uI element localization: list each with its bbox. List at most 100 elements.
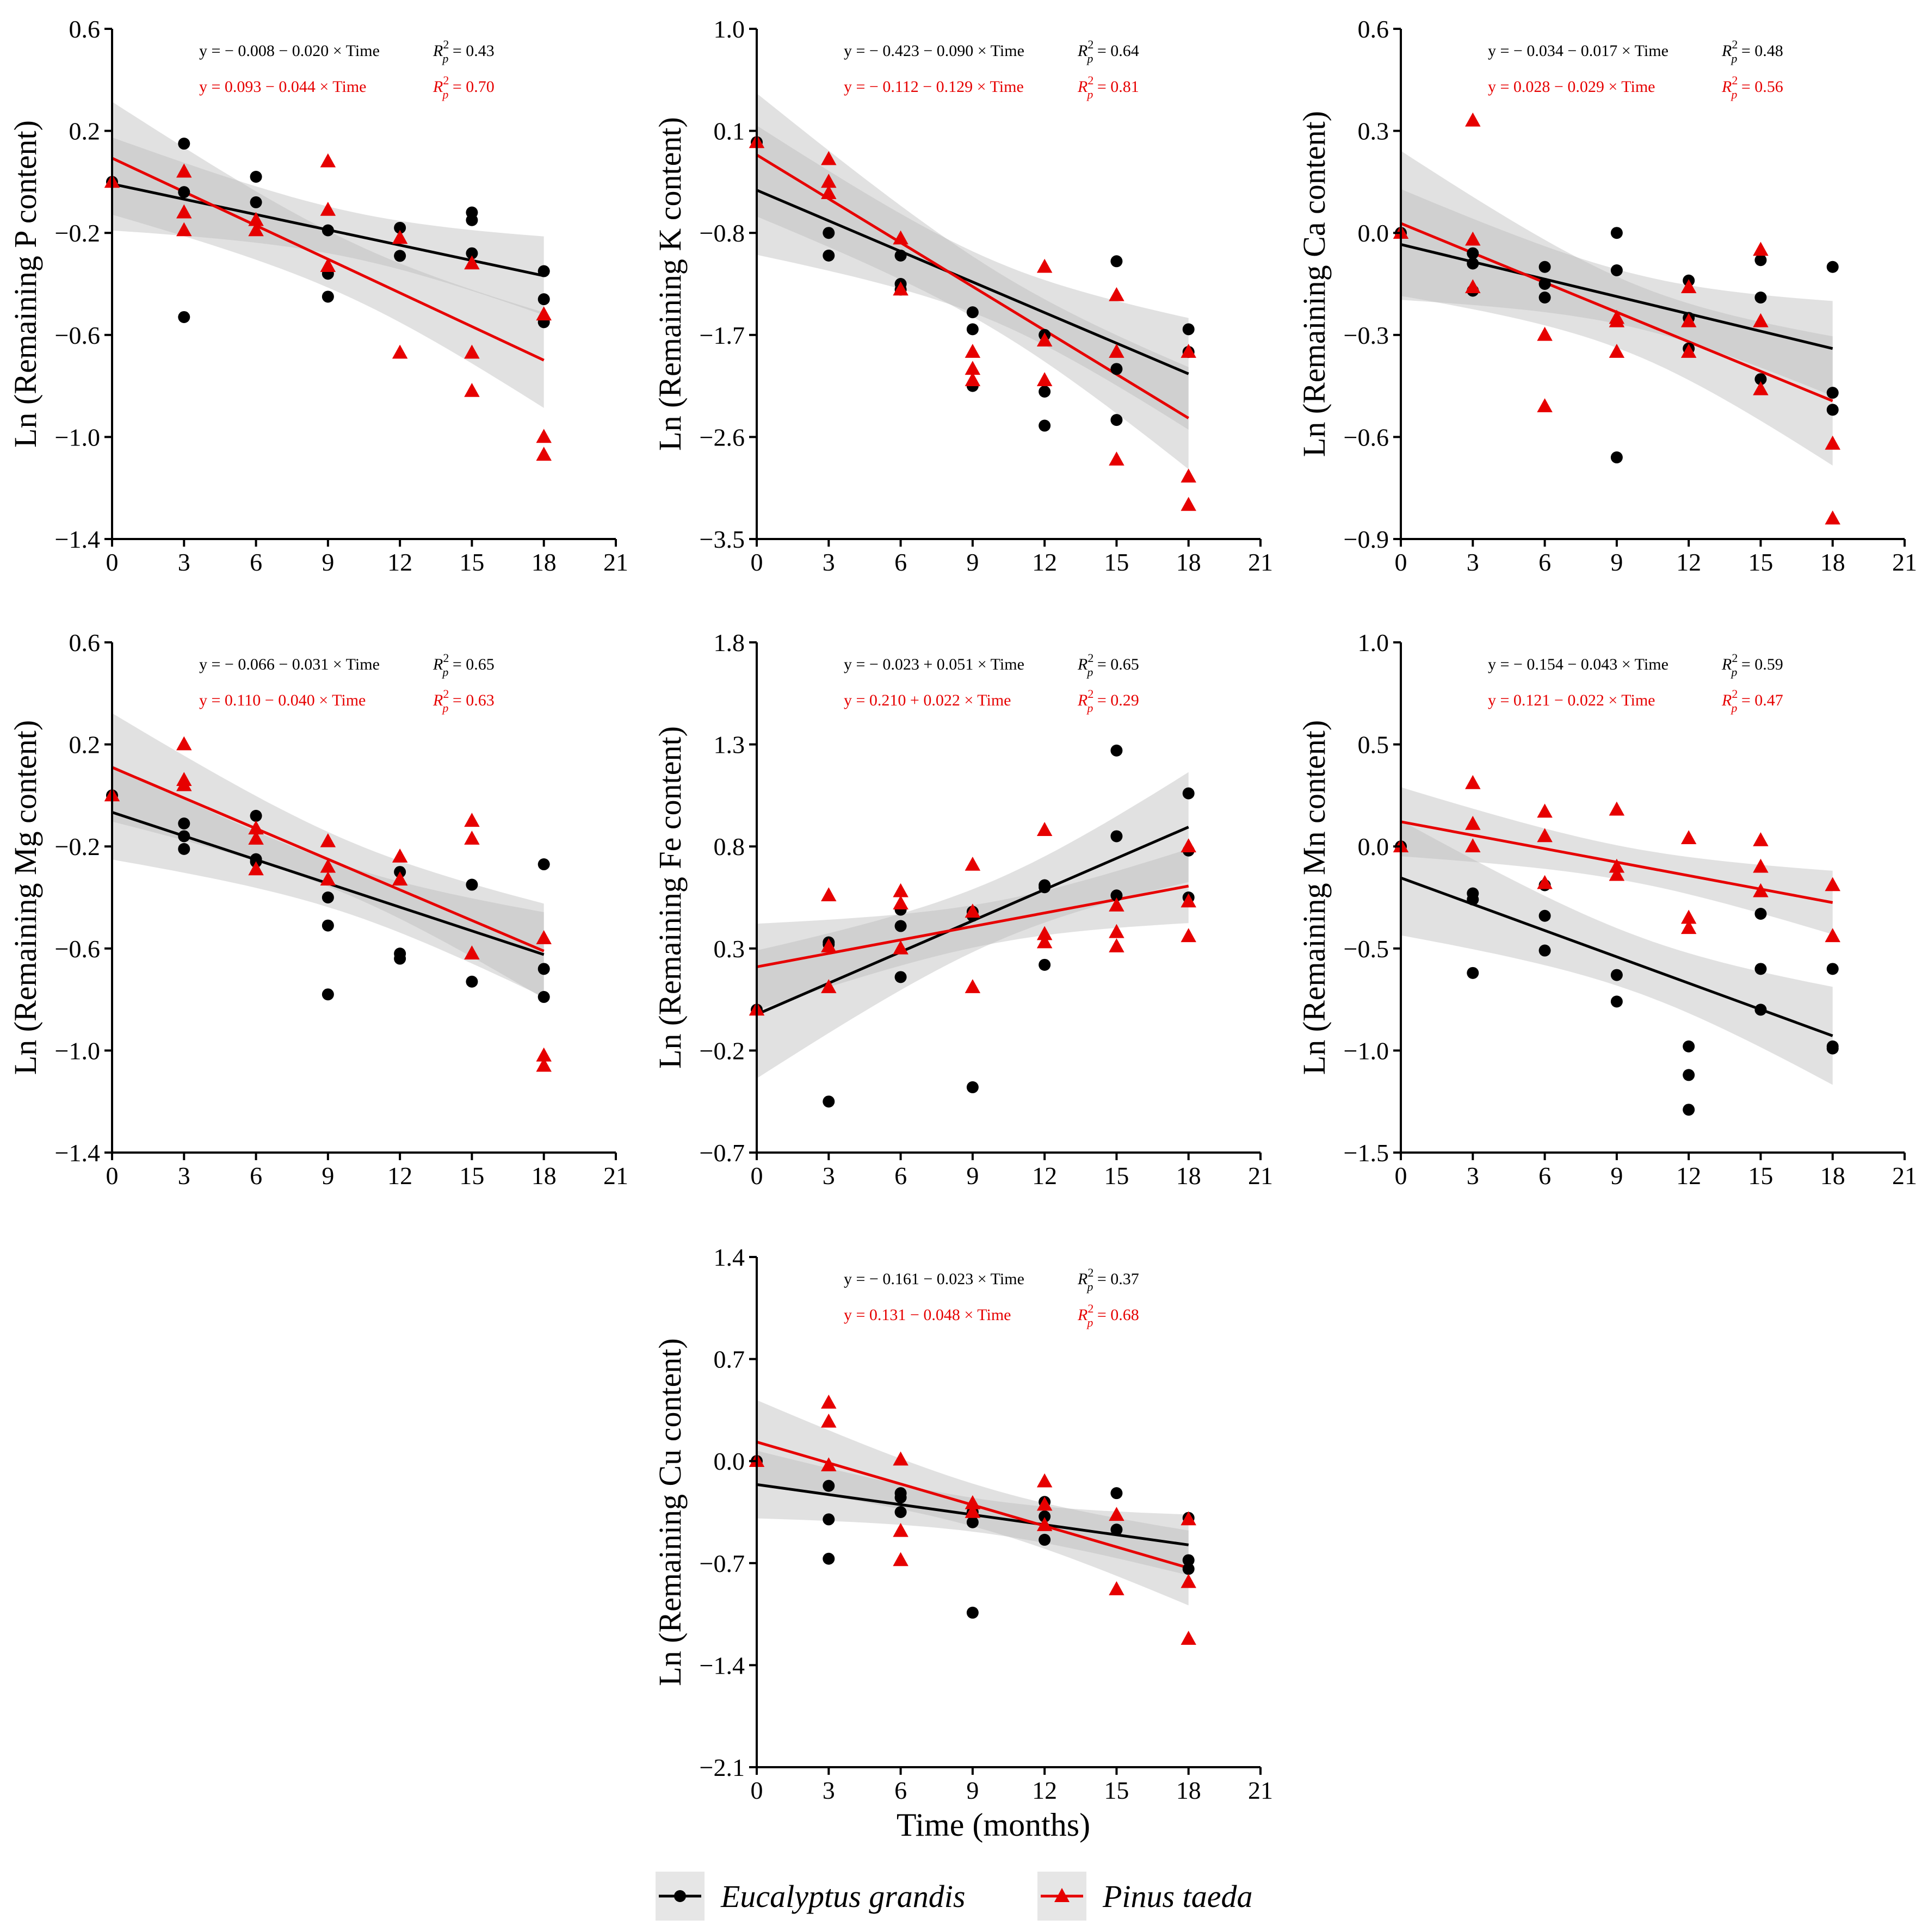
data-point-pinus [965,372,981,386]
r-symbol: R [1077,655,1087,673]
data-point-eucalyptus [322,919,334,932]
panel-cu: 1.4 0.7 0.0 −0.7 −1.4 −2.10 3 6 9 12 15 18 21 Ln (Rem… [652,1243,1273,1804]
data-point-pinus [821,938,837,952]
data-point-pinus [1465,279,1481,294]
data-point-eucalyptus [250,809,262,822]
data-point-pinus [1181,838,1196,852]
data-point-eucalyptus [1110,363,1123,375]
x-tick-label: 18 [1176,548,1201,576]
data-point-eucalyptus [1182,323,1195,336]
data-point-eucalyptus [537,963,550,975]
r-squared-label: R2 p = 0.47 [1721,687,1783,715]
r-symbol: R [432,691,443,709]
y-tick-label: 0.3 [714,935,745,963]
data-point-pinus [1609,344,1625,358]
x-tick-label: 18 [532,1162,557,1190]
x-tick-label: 18 [1820,1162,1845,1190]
r-superscript: 2 [1087,1302,1093,1315]
data-point-eucalyptus [823,227,835,239]
data-point-pinus [965,979,981,993]
x-tick-label: 9 [966,1162,979,1190]
data-point-eucalyptus [1110,744,1123,757]
data-point-pinus [1036,372,1053,386]
x-tick-label: 6 [1538,548,1551,576]
data-point-pinus [1181,928,1196,943]
data-point-eucalyptus [823,249,835,262]
x-tick-label: 12 [1676,1162,1701,1190]
x-tick-label: 9 [322,1162,334,1190]
r-symbol: R [1077,42,1087,60]
data-point-eucalyptus [966,306,979,319]
data-point-pinus [1109,287,1124,301]
data-point-eucalyptus [322,290,334,303]
y-tick-label: −0.6 [55,321,100,349]
x-tick-label: 9 [966,1776,979,1804]
y-tick-label: −1.7 [700,321,745,349]
legend: Eucalyptus grandis Pinus taeda [656,1872,1252,1921]
data-point-eucalyptus [823,1095,835,1108]
y-tick-label: −2.1 [700,1754,745,1781]
data-point-pinus [248,820,264,835]
r-subscript: p [1730,52,1737,65]
regression-equation: y = − 0.423 − 0.090 × Time [844,42,1024,60]
data-point-pinus [1181,893,1196,908]
data-point-pinus [1109,344,1124,358]
r-squared-label: R2 p = 0.81 [1077,73,1139,101]
r-squared-value: = 0.81 [1093,78,1139,96]
r-squared-label: R2 p = 0.29 [1077,687,1139,715]
data-point-eucalyptus [1110,1524,1123,1536]
data-point-eucalyptus [537,293,550,306]
y-tick-label: −1.0 [55,423,100,451]
y-tick-label: −1.4 [55,525,100,553]
data-point-eucalyptus [1467,257,1479,270]
legend-label: Pinus taeda [1102,1879,1252,1914]
data-point-eucalyptus [1610,995,1623,1008]
regression-equation: y = − 0.161 − 0.023 × Time [844,1270,1024,1288]
r-symbol: R [432,42,443,60]
y-axis-title: Ln (Remaining Cu content) [652,1338,688,1686]
y-tick-label: −1.0 [55,1037,100,1064]
r-subscript: p [1086,52,1093,65]
data-point-pinus [1609,313,1625,327]
data-point-pinus [1109,924,1124,938]
data-point-pinus [536,1047,552,1062]
y-tick-label: −0.7 [700,1139,745,1167]
data-point-eucalyptus [894,920,907,932]
data-point-eucalyptus [466,214,478,226]
r-subscript: p [441,665,448,679]
x-tick-label: 3 [178,1162,190,1190]
x-tick-label: 15 [1104,1162,1129,1190]
x-tick-label: 0 [106,1162,119,1190]
r-superscript: 2 [1732,73,1738,87]
data-point-eucalyptus [1538,278,1551,290]
data-point-pinus [464,255,480,270]
data-point-pinus [1465,815,1481,830]
r-squared-value: = 0.47 [1737,691,1783,709]
panel-fe: 1.8 1.3 0.8 0.3 −0.2 −0.70 3 6 9 12 15 18 21 Ln (Rema… [652,629,1273,1190]
data-point-pinus [1753,242,1769,256]
data-point-eucalyptus [1538,261,1551,273]
x-tick-label: 21 [1248,548,1273,576]
data-point-eucalyptus [1467,967,1479,979]
r-squared-label: R2 p = 0.63 [432,687,495,715]
data-point-pinus [893,1451,909,1466]
data-point-pinus [965,344,981,358]
data-point-eucalyptus [178,138,190,150]
data-point-pinus [320,858,336,873]
regression-equation: y = 0.110 − 0.040 × Time [199,691,366,709]
data-point-eucalyptus [1683,1040,1695,1052]
data-point-eucalyptus [394,221,406,234]
confidence-band-pinus [112,102,544,408]
r-superscript: 2 [1732,687,1738,701]
r-squared-label: R2 p = 0.43 [432,38,495,65]
data-point-pinus [392,848,408,863]
x-tick-label: 21 [1248,1162,1273,1190]
x-tick-label: 9 [966,548,979,576]
data-point-pinus [1036,1496,1053,1511]
data-point-eucalyptus [1110,414,1123,426]
data-point-pinus [1537,398,1553,412]
data-point-eucalyptus [1826,1042,1839,1055]
r-subscript: p [1086,701,1093,715]
x-tick-label: 6 [894,548,907,576]
panel-ca: 0.6 0.3 0.0 −0.3 −0.6 −0.90 3 6 9 12 15 18 21 Ln (Rem… [1296,15,1917,576]
